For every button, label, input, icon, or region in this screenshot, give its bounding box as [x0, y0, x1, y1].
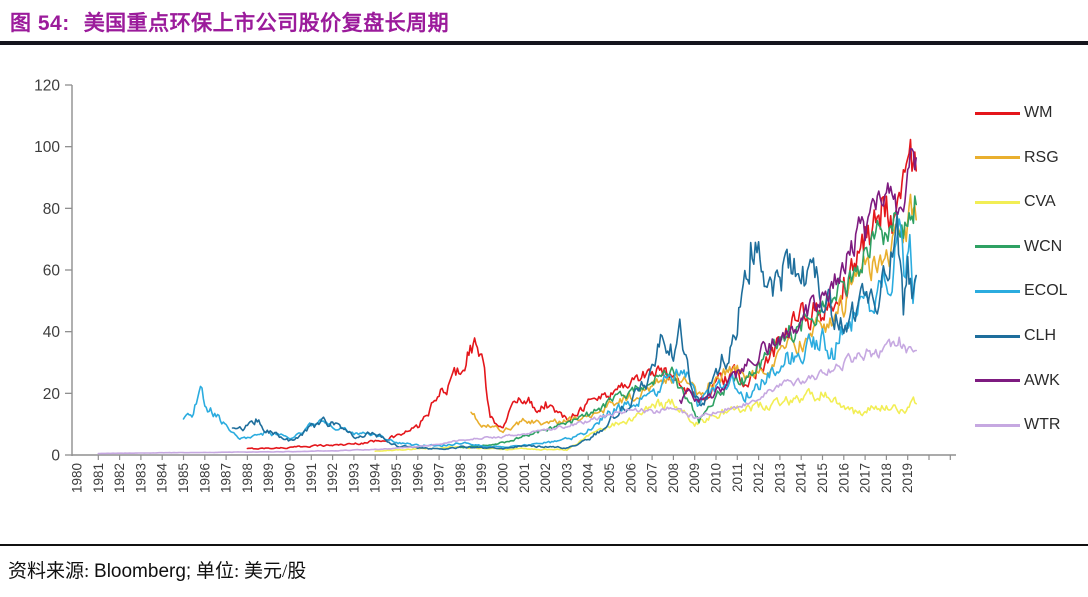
x-tick-label: 2006	[623, 463, 638, 493]
unit-label: 单位:	[195, 561, 240, 582]
legend-label-wm: WM	[1024, 104, 1053, 121]
x-tick-label: 1997	[432, 463, 447, 493]
x-tick-label: 1980	[70, 463, 85, 493]
y-tick-label: 20	[43, 386, 61, 403]
legend-swatch-wcn	[975, 245, 1020, 249]
x-tick-label: 1990	[283, 463, 298, 493]
x-tick-label: 2004	[581, 463, 596, 494]
x-tick-label: 2009	[687, 463, 702, 493]
x-tick-label: 1988	[240, 463, 255, 493]
x-tick-label: 1996	[410, 463, 425, 493]
legend-item-cva: CVA	[975, 192, 1087, 212]
x-tick-label: 1992	[325, 463, 340, 493]
legend-swatch-ecol	[975, 289, 1020, 293]
legend-swatch-clh	[975, 334, 1020, 338]
legend-item-ecol: ECOL	[975, 281, 1087, 301]
legend-label-ecol: ECOL	[1024, 282, 1068, 300]
x-tick-label: 1989	[261, 463, 276, 493]
legend-label-cva: CVA	[1024, 193, 1056, 211]
legend-swatch-cva	[975, 200, 1020, 204]
x-tick-label: 1986	[197, 463, 212, 493]
y-tick-label: 40	[43, 324, 61, 341]
x-tick-label: 2005	[602, 463, 617, 493]
x-tick-label: 2002	[538, 463, 553, 493]
x-tick-label: 1995	[389, 463, 404, 493]
series-line-wtr	[97, 336, 918, 455]
legend-item-awk: AWK	[975, 371, 1087, 391]
source-prefix: 资料来源:	[8, 561, 90, 582]
source-note: 资料来源: Bloomberg; 单位: 美元/股	[8, 556, 306, 583]
legend-item-clh: CLH	[975, 326, 1087, 346]
legend-swatch-wm	[975, 111, 1020, 115]
y-tick-label: 60	[43, 263, 61, 280]
unit-value: 美元/股	[243, 561, 307, 582]
x-tick-label: 2014	[794, 463, 809, 494]
chart-axes: 0 20 40 60 80 100 120 1980 1981 1982 1983 1984 1985 1…	[34, 78, 956, 494]
x-tick-label: 2017	[858, 463, 873, 493]
legend-label-rsg: RSG	[1024, 148, 1059, 166]
x-tick-label: 1987	[219, 463, 234, 493]
series-line-clh	[231, 213, 918, 451]
x-tick-label: 2001	[517, 463, 532, 493]
x-tick-label: 1984	[155, 463, 170, 494]
legend-label-awk: AWK	[1024, 371, 1060, 389]
series-line-awk	[678, 148, 918, 405]
x-tick-label: 1998	[453, 463, 468, 493]
x-tick-label: 2018	[879, 463, 894, 493]
legend-swatch-wtr	[975, 423, 1020, 427]
legend-item-wtr: WTR	[975, 415, 1087, 435]
x-tick-label: 1994	[368, 463, 383, 494]
y-tick-label: 120	[34, 78, 60, 95]
x-tick-label: 1999	[474, 463, 489, 493]
legend-label-wcn: WCN	[1024, 237, 1063, 255]
series-lines	[97, 138, 918, 455]
y-tick-label: 100	[34, 139, 60, 156]
x-tick-label: 2003	[559, 463, 574, 493]
series-line-ecol	[182, 218, 918, 449]
x-tick-label: 2012	[751, 463, 766, 493]
x-tick-label: 2019	[900, 463, 915, 493]
legend-swatch-rsg	[975, 156, 1020, 160]
x-tick-label: 2013	[772, 463, 787, 493]
legend-item-wm: WM	[975, 103, 1087, 123]
x-tick-label: 2010	[709, 463, 724, 493]
figure-number: 图 54:	[10, 12, 70, 35]
legend-item-wcn: WCN	[975, 237, 1087, 257]
x-tick-label: 2007	[645, 463, 660, 493]
x-tick-label: 2016	[836, 463, 851, 493]
x-tick-label: 2008	[666, 463, 681, 493]
figure-header: 图 54: 美国重点环保上市公司股价复盘长周期	[10, 7, 449, 37]
y-tick-label: 0	[51, 448, 60, 465]
legend-swatch-awk	[975, 379, 1020, 383]
x-tick-label: 2011	[730, 463, 745, 492]
legend-label-clh: CLH	[1024, 327, 1057, 344]
x-tick-label: 1991	[304, 463, 319, 493]
x-tick-label: 1983	[133, 463, 148, 493]
footer-divider	[0, 544, 1088, 546]
title-divider	[0, 41, 1088, 45]
legend-label-wtr: WTR	[1024, 416, 1061, 434]
series-line-wm	[246, 138, 918, 450]
x-tick-label: 1981	[91, 463, 106, 493]
source-name: Bloomberg;	[94, 561, 192, 582]
series-line-rsg	[470, 193, 918, 434]
x-tick-label: 2000	[496, 463, 511, 493]
x-tick-label: 1985	[176, 463, 191, 493]
x-tick-label: 1982	[112, 463, 127, 493]
y-tick-label: 80	[43, 201, 61, 218]
figure-title: 美国重点环保上市公司股价复盘长周期	[83, 12, 450, 35]
x-tick-label: 2015	[815, 463, 830, 493]
legend-item-rsg: RSG	[975, 148, 1087, 168]
x-tick-label: 1993	[346, 463, 361, 493]
